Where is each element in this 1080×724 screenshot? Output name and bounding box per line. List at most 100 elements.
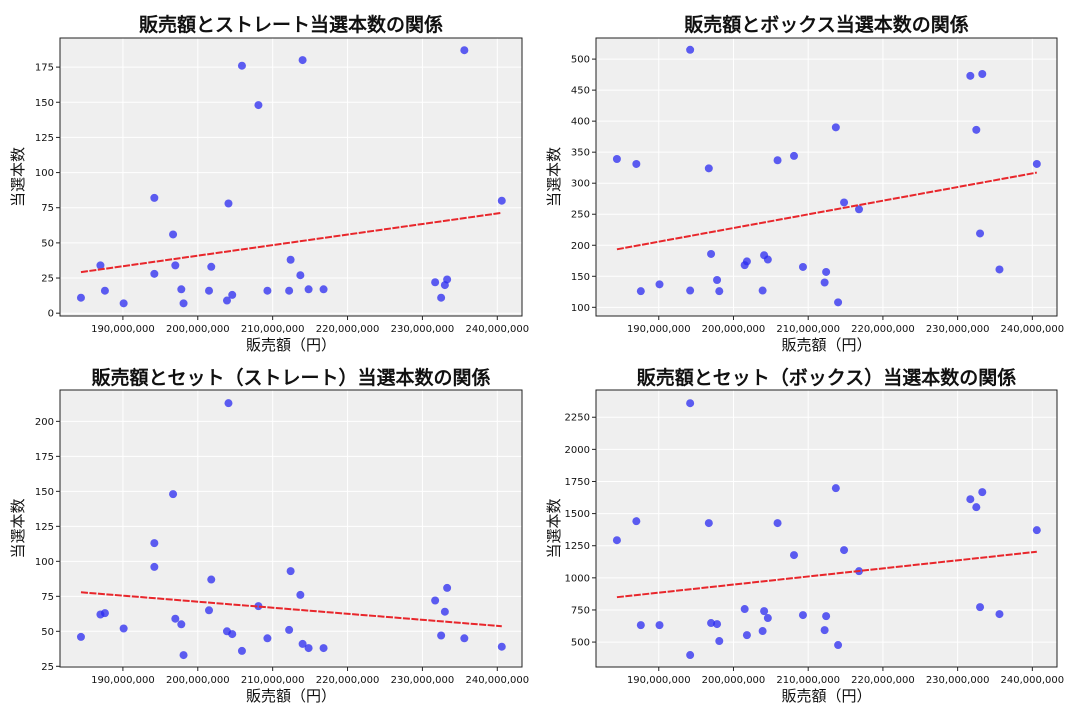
y-tick-label: 1750 <box>565 477 590 488</box>
data-point <box>119 299 128 308</box>
y-tick-label: 150 <box>35 98 54 109</box>
x-tick-label: 210,000,000 <box>776 324 840 335</box>
plot-area <box>596 390 1057 667</box>
data-point <box>995 265 1004 274</box>
data-point <box>286 255 295 264</box>
data-point <box>100 286 109 295</box>
x-tick-label: 240,000,000 <box>465 675 529 686</box>
data-point <box>304 285 313 294</box>
data-point <box>763 614 772 623</box>
data-point <box>285 286 294 295</box>
data-point <box>254 602 263 611</box>
y-tick-label: 1250 <box>565 541 590 552</box>
data-point <box>150 539 159 548</box>
data-point <box>686 45 695 54</box>
data-point <box>972 503 981 512</box>
data-point <box>207 575 216 584</box>
data-point <box>760 607 769 616</box>
data-point <box>437 293 446 302</box>
data-point <box>179 651 188 660</box>
data-point <box>758 627 767 636</box>
x-tick-label: 220,000,000 <box>851 675 915 686</box>
data-point <box>228 290 237 299</box>
data-point <box>437 631 446 640</box>
x-axis-label: 販売額（円） <box>246 336 336 354</box>
data-point <box>715 637 724 646</box>
y-tick-label: 1000 <box>565 573 590 584</box>
data-point <box>205 286 214 295</box>
x-tick-label: 240,000,000 <box>465 324 529 335</box>
data-point <box>972 125 981 134</box>
data-point <box>820 626 829 635</box>
data-point <box>443 275 452 284</box>
data-point <box>319 285 328 294</box>
data-point <box>1032 159 1041 168</box>
y-tick-label: 100 <box>571 303 590 314</box>
y-tick-label: 175 <box>35 452 54 463</box>
data-point <box>686 399 695 408</box>
data-point <box>497 196 506 205</box>
y-tick-label: 250 <box>571 210 590 221</box>
data-point <box>713 620 722 629</box>
data-point <box>171 614 180 623</box>
y-tick-label: 400 <box>571 117 590 128</box>
data-point <box>254 101 263 110</box>
trend-line <box>616 171 1038 251</box>
data-point <box>169 490 178 499</box>
data-point <box>966 71 975 80</box>
data-point <box>713 276 722 285</box>
y-tick-label: 0 <box>48 309 54 320</box>
trend-line <box>80 211 502 274</box>
data-point <box>612 536 621 545</box>
x-tick-label: 200,000,000 <box>702 324 766 335</box>
data-point <box>150 193 159 202</box>
x-tick-label: 220,000,000 <box>851 324 915 335</box>
data-point <box>840 546 849 555</box>
data-point <box>440 607 449 616</box>
data-point <box>224 199 233 208</box>
trend-line <box>80 591 502 628</box>
x-tick-label: 210,000,000 <box>776 675 840 686</box>
data-point <box>976 603 985 612</box>
data-point <box>686 651 695 660</box>
data-point <box>222 296 231 305</box>
data-point <box>76 632 85 641</box>
data-point <box>789 151 798 160</box>
x-tick-label: 190,000,000 <box>627 324 691 335</box>
x-tick-label: 200,000,000 <box>166 675 230 686</box>
x-tick-label: 220,000,000 <box>316 675 380 686</box>
x-tick-label: 230,000,000 <box>391 324 455 335</box>
data-point <box>707 249 716 258</box>
y-tick-label: 300 <box>571 179 590 190</box>
data-point <box>820 278 829 287</box>
data-point <box>789 551 798 560</box>
x-tick-label: 190,000,000 <box>91 675 155 686</box>
axes-frame <box>595 389 1058 668</box>
data-point <box>855 205 864 214</box>
x-axis-label: 販売額（円） <box>781 336 871 354</box>
data-point <box>822 267 831 276</box>
data-point <box>834 641 843 650</box>
data-point <box>773 156 782 165</box>
data-point <box>758 286 767 295</box>
x-tick-label: 220,000,000 <box>316 324 380 335</box>
y-tick-label: 75 <box>41 203 54 214</box>
data-point <box>100 609 109 618</box>
data-point <box>76 293 85 302</box>
y-tick-label: 50 <box>41 238 54 249</box>
data-point <box>207 262 216 271</box>
data-point <box>177 285 186 294</box>
y-tick-label: 2250 <box>565 413 590 424</box>
chart-title: 販売額とセット（ストレート）当選本数の関係 <box>91 366 490 389</box>
x-tick-label: 190,000,000 <box>627 675 691 686</box>
data-point <box>119 624 128 633</box>
data-point <box>237 61 246 70</box>
data-point <box>177 620 186 629</box>
x-tick-label: 200,000,000 <box>166 324 230 335</box>
y-tick-label: 350 <box>571 148 590 159</box>
data-point <box>632 517 641 526</box>
y-tick-label: 100 <box>35 168 54 179</box>
data-point <box>636 621 645 630</box>
plot-area <box>60 38 522 316</box>
